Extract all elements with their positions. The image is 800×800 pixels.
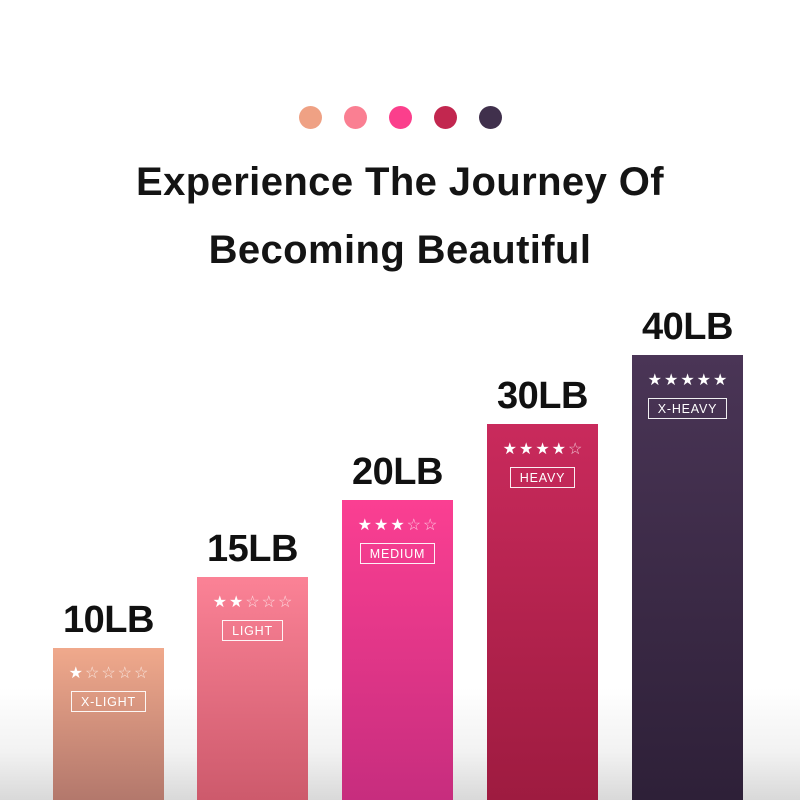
bar-fill: ★ ★ ☆ ☆ ☆ LIGHT	[197, 577, 308, 800]
dot-medium	[388, 106, 412, 129]
grade-label: MEDIUM	[359, 543, 436, 564]
bar-fill: ★ ★ ★ ★ ★ X-HEAVY	[632, 355, 743, 800]
bar-fill: ★ ☆ ☆ ☆ ☆ X-LIGHT	[53, 648, 164, 800]
star-rating: ★ ★ ★ ★ ☆	[503, 442, 583, 458]
bar-weight-label: 15LB	[207, 528, 298, 570]
bar-group-medium[interactable]: 20LB ★ ★ ★ ☆ ☆ MEDIUM	[342, 451, 453, 800]
star-rating: ★ ★ ★ ★ ★	[648, 373, 728, 389]
bar-badge: ★ ★ ★ ☆ ☆ MEDIUM	[342, 518, 453, 564]
star-outline-icon: ☆	[423, 517, 438, 534]
page-title: Experience The Journey Of Becoming Beaut…	[0, 148, 800, 284]
star-outline-icon: ☆	[406, 517, 422, 534]
star-filled-icon: ★	[212, 594, 227, 611]
bar-badge: ★ ★ ☆ ☆ ☆ LIGHT	[197, 595, 308, 641]
star-outline-icon: ☆	[245, 594, 260, 611]
star-filled-icon: ★	[373, 517, 389, 534]
star-rating: ★ ★ ★ ☆ ☆	[358, 518, 438, 534]
star-outline-icon: ☆	[134, 665, 149, 682]
bar-group-light[interactable]: 15LB ★ ★ ☆ ☆ ☆ LIGHT	[197, 528, 308, 800]
star-outline-icon: ☆	[117, 665, 133, 682]
dot-x-light	[298, 106, 322, 129]
grade-label: X-LIGHT	[71, 691, 146, 712]
dot-light	[343, 106, 367, 129]
bar-badge: ★ ★ ★ ★ ☆ HEAVY	[487, 442, 598, 488]
star-outline-icon: ☆	[568, 441, 583, 458]
star-filled-icon: ★	[551, 441, 567, 458]
star-outline-icon: ☆	[278, 594, 293, 611]
bar-weight-label: 20LB	[352, 451, 443, 493]
bar-group-x-heavy[interactable]: 40LB ★ ★ ★ ★ ★ X-HEAVY	[632, 306, 743, 800]
grade-label: LIGHT	[222, 620, 283, 641]
page-title-line-1: Experience The Journey Of	[136, 160, 664, 204]
bar-badge: ★ ★ ★ ★ ★ X-HEAVY	[632, 373, 743, 419]
star-filled-icon: ★	[68, 665, 83, 682]
bar-weight-label: 30LB	[497, 375, 588, 417]
dot-x-heavy	[478, 106, 502, 129]
star-rating: ★ ☆ ☆ ☆ ☆	[69, 666, 149, 682]
star-outline-icon: ☆	[261, 594, 277, 611]
dot-heavy	[433, 106, 457, 129]
star-filled-icon: ★	[535, 441, 550, 458]
grade-label: HEAVY	[509, 467, 576, 488]
bar-fill: ★ ★ ★ ★ ☆ HEAVY	[487, 424, 598, 800]
star-filled-icon: ★	[713, 372, 728, 389]
bar-weight-label: 40LB	[642, 306, 733, 348]
star-filled-icon: ★	[228, 594, 244, 611]
bar-badge: ★ ☆ ☆ ☆ ☆ X-LIGHT	[53, 666, 164, 712]
page-title-line-2: Becoming Beautiful	[208, 228, 592, 272]
bar-group-heavy[interactable]: 30LB ★ ★ ★ ★ ☆ HEAVY	[487, 375, 598, 800]
bar-group-x-light[interactable]: 10LB ★ ☆ ☆ ☆ ☆ X-LIGHT	[53, 599, 164, 800]
star-rating: ★ ★ ☆ ☆ ☆	[213, 595, 293, 611]
palette-dot-row	[0, 106, 800, 129]
bar-fill: ★ ★ ★ ☆ ☆ MEDIUM	[342, 500, 453, 800]
bar-weight-label: 10LB	[63, 599, 154, 641]
star-outline-icon: ☆	[84, 665, 100, 682]
star-filled-icon: ★	[390, 517, 405, 534]
star-outline-icon: ☆	[101, 665, 116, 682]
star-filled-icon: ★	[647, 372, 662, 389]
star-filled-icon: ★	[518, 441, 534, 458]
grade-label: X-HEAVY	[647, 398, 728, 419]
star-filled-icon: ★	[680, 372, 695, 389]
star-filled-icon: ★	[696, 372, 712, 389]
star-filled-icon: ★	[357, 517, 372, 534]
star-filled-icon: ★	[502, 441, 517, 458]
star-filled-icon: ★	[663, 372, 679, 389]
